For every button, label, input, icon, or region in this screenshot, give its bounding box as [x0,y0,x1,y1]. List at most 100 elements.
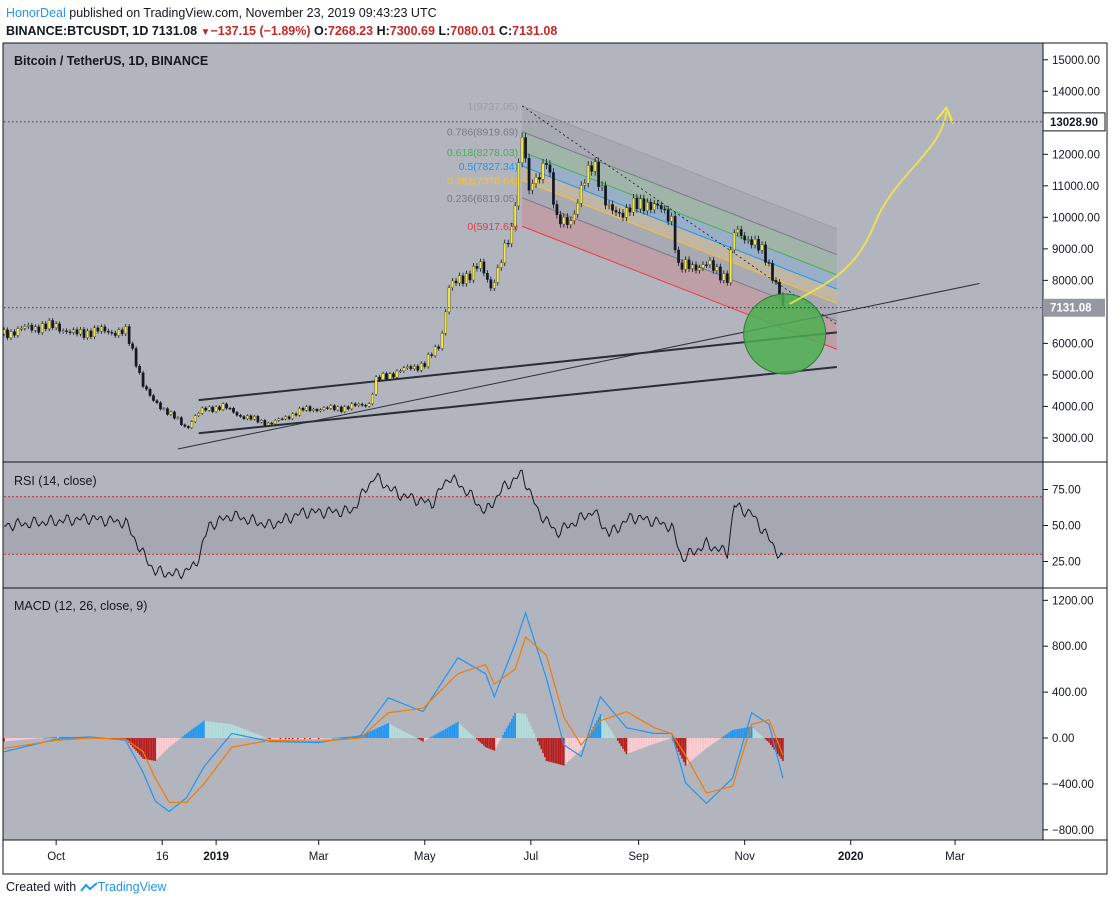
fib-level-line[interactable] [521,151,838,276]
macd-histogram-bar [274,738,277,740]
macd-histogram-bar [335,737,337,739]
candle-body [256,416,260,423]
macd-histogram-bar [780,738,782,759]
fib-level-line[interactable] [521,179,838,304]
macd-histogram-bar [390,724,393,739]
candle-body [106,330,110,333]
author-name[interactable]: HonorDeal [6,6,66,20]
candle-body [732,232,736,251]
candle-body [329,405,333,409]
low-label: L: [438,24,451,38]
macd-histogram-bar [342,737,344,739]
macd-histogram-bar [514,712,516,739]
price-label-box[interactable] [1042,112,1106,132]
projection-arrow-path[interactable] [789,111,948,305]
candle-body [569,220,573,225]
candle-body [475,266,479,269]
macd-histogram-bar [199,723,202,739]
candle-body [26,325,30,327]
macd-histogram-bar [655,738,657,744]
candle-body [152,395,155,401]
macd-histogram-bar [637,738,640,750]
macd-histogram-bar [50,737,52,739]
annotations[interactable] [743,105,955,375]
macd-histogram-bar [670,738,673,739]
candle-body [312,409,315,411]
trendline[interactable] [198,366,837,435]
macd-histogram-bar [317,738,320,740]
macd-histogram-bar [717,738,720,740]
macd-histogram-bar [356,736,358,739]
fib-level-line[interactable] [521,105,838,230]
macd-histogram-bar [257,734,259,739]
macd-histogram-bar [13,738,16,741]
candle-body [246,415,249,419]
candle-body [30,325,34,331]
candle-body [353,403,357,406]
macd-histogram-bar [556,738,558,764]
macd-histogram-bar [185,733,188,739]
fib-level-line[interactable] [521,165,838,290]
macd-histogram-bar [373,729,376,739]
trendline[interactable] [198,331,837,402]
macd-histogram-bar [488,738,490,749]
macd-histogram-bar [187,732,190,739]
candle-body [524,137,527,159]
candle-body [357,403,361,406]
trendlines[interactable] [177,283,980,450]
candle-body [513,205,517,227]
macd-histogram-bar [173,738,176,744]
candle-body [565,216,569,225]
axes[interactable]: 3000.004000.005000.006000.007000.008000.… [2,42,1108,875]
y-tick-label: 8000.00 [1052,275,1094,287]
tradingview-brand[interactable]: TradingView [97,880,167,894]
macd-histogram-bar [389,724,391,739]
macd-histogram-bar [314,738,317,740]
macd-histogram-bar [443,729,445,739]
macd-histogram-bar [224,723,226,739]
macd-histogram-bar [622,738,624,749]
macd-histogram-bar [669,738,671,739]
macd-histogram-bar [429,737,431,739]
macd-histogram-bar [337,737,339,739]
macd-histogram-bar [472,736,475,739]
candle-body [437,346,441,349]
candle-body [503,242,507,264]
chart-canvas[interactable]: 0(5917.62) 0.236(6819.05) 0.382(7376.64) 0.… [0,40,1110,876]
candle-body [58,323,61,332]
candle-body [423,363,427,367]
macd-histogram-bar [771,738,774,748]
fib-level-line[interactable] [521,131,838,256]
macd-histogram-bar [592,726,595,739]
time-axis-background[interactable] [3,840,1107,874]
price-axis-background[interactable] [1043,43,1107,840]
macd-histogram-bar [37,738,40,739]
macd-histogram-bar [410,735,412,739]
macd-histogram-bar [695,738,697,757]
macd-histogram-bar [764,738,767,740]
trendline[interactable] [177,283,980,450]
price-label-box[interactable] [1043,298,1105,317]
macd-histogram-bar [260,735,263,739]
candle-body [576,202,580,215]
candle-body [562,216,566,225]
candle-body [461,275,465,284]
macd-histogram-bar [182,736,184,739]
macd-histogram-bar [413,736,416,739]
macd-histogram-bar [237,726,240,739]
macd-histogram-bar [403,731,405,739]
candle-body [597,161,600,187]
macd-histogram-bar [719,738,722,739]
macd-histogram-bar [484,738,487,748]
macd-histogram-bar [630,738,633,753]
candle-body [506,242,510,245]
macd-histogram-bar [427,738,430,739]
target-zone-circle[interactable] [743,293,827,375]
candle-body [767,262,771,264]
macd-histogram-bar [184,734,186,739]
candle-body [280,418,284,421]
candle-body [37,326,41,333]
macd-histogram-bar [538,738,541,746]
candle-body [266,422,270,426]
macd-histogram-bar [31,738,33,740]
